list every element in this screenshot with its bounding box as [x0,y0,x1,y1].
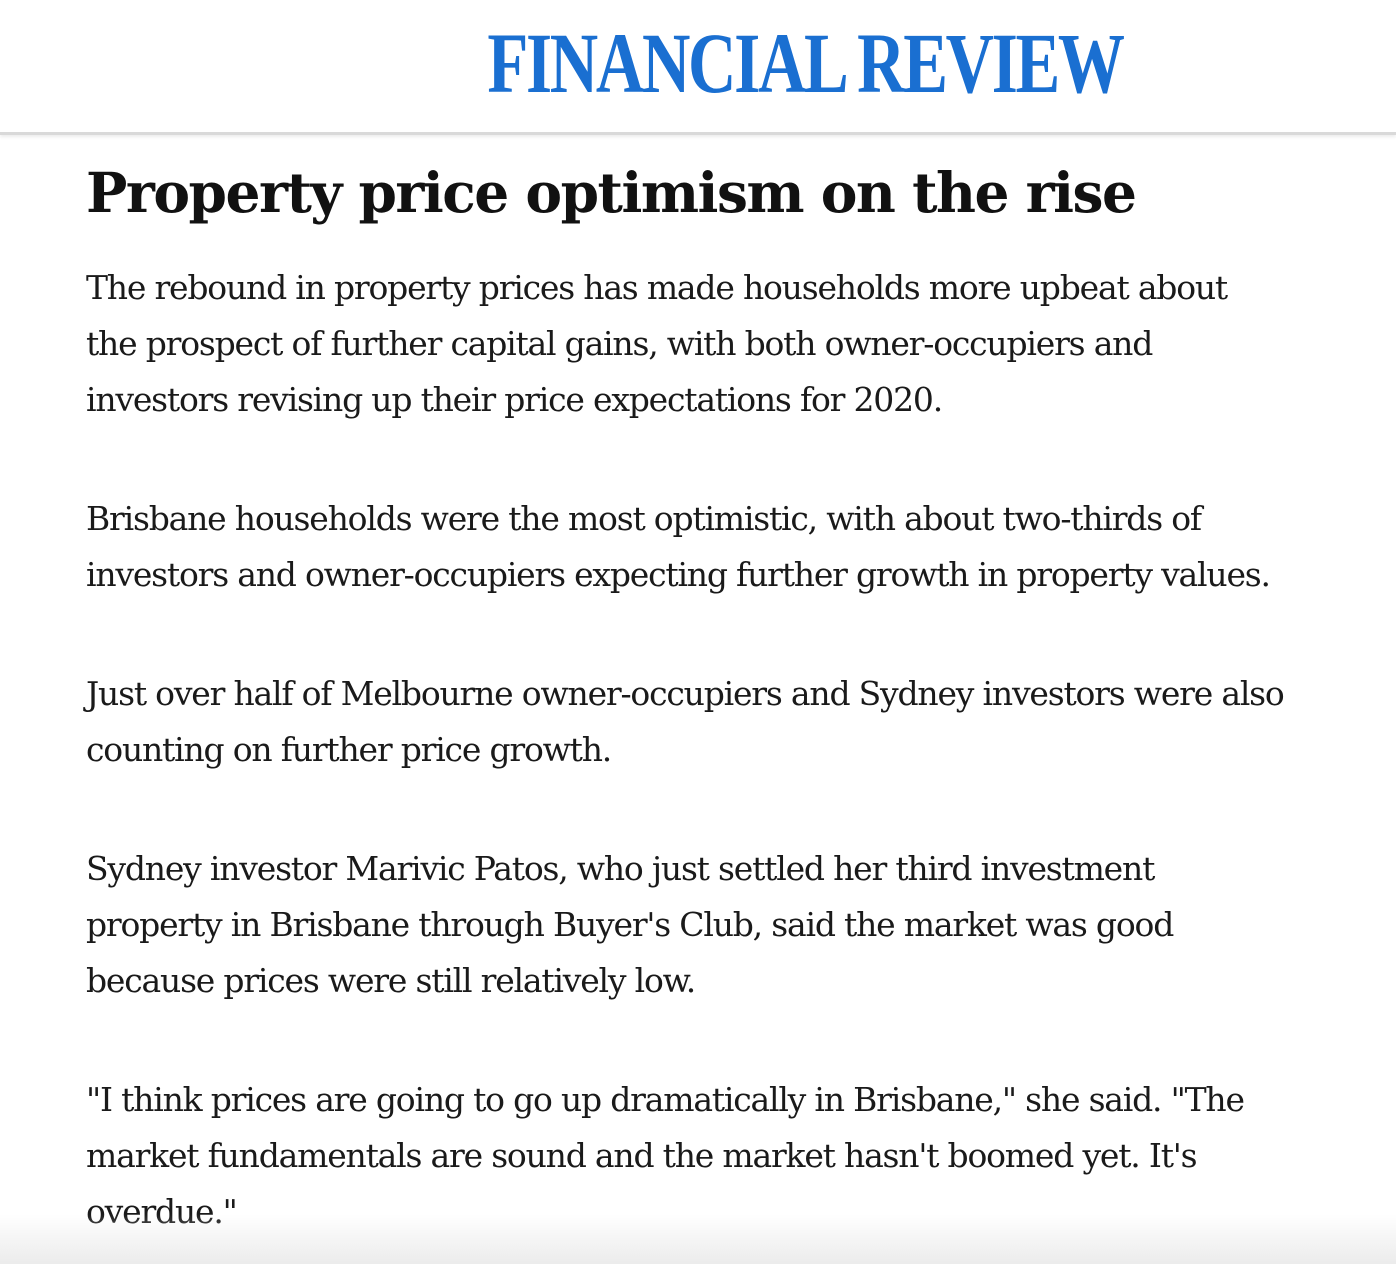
masthead: FINANCIAL REVIEW [0,0,1396,135]
article-paragraph: "I think prices are going to go up drama… [86,1080,1245,1231]
article-paragraph: Sydney investor Marivic Patos, who just … [86,849,1174,1000]
article-body: Property price optimism on the rise The … [86,150,1346,1240]
article-paragraph: The rebound in property prices has made … [86,268,1228,419]
article-headline: Property price optimism on the rise [86,160,1137,225]
article-paragraph: Brisbane households were the most optimi… [86,499,1271,594]
article-paragraph: Just over half of Melbourne owner-occupi… [86,674,1285,769]
brand-logo[interactable]: FINANCIAL REVIEW [487,15,1125,111]
